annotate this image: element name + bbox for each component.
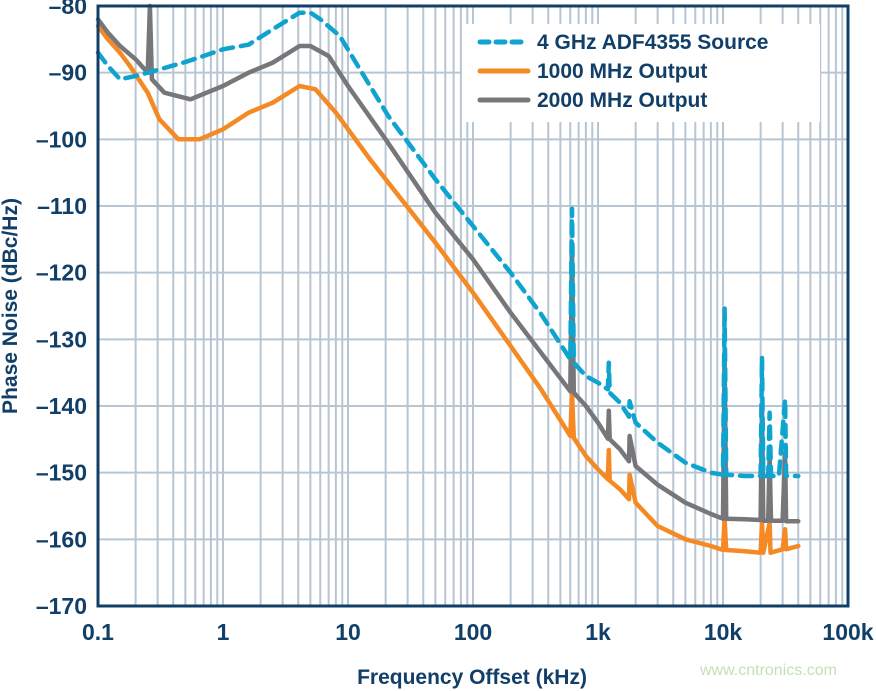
y-tick-label: –120 <box>36 260 87 286</box>
x-tick-label: 1k <box>585 619 611 645</box>
x-tick-label: 0.1 <box>82 619 114 645</box>
y-tick-label: –100 <box>36 126 87 152</box>
series-line-1 <box>95 23 801 555</box>
y-tick-label: –150 <box>36 460 87 486</box>
y-tick-label: –130 <box>36 326 87 352</box>
x-tick-label: 1 <box>217 619 230 645</box>
plot-frame <box>96 4 850 608</box>
watermark: www.cntronics.com <box>700 662 837 679</box>
y-axis-title: Phase Noise (dBc/Hz) <box>0 198 22 414</box>
x-tick-label: 10k <box>704 619 743 645</box>
y-tick-label: –110 <box>37 193 87 219</box>
legend-label-2000: 2000 MHz Output <box>537 89 707 112</box>
x-tick-label: 100 <box>454 619 492 645</box>
x-tick-label: 100k <box>822 619 873 645</box>
series-group <box>95 3 801 555</box>
legend: 4 GHz ADF4355 Source 1000 MHz Output 200… <box>462 24 820 122</box>
tick-labels: 0.1 1 10 100 1k 10k 100k –80 –90 –100 –110 –120 –130… <box>36 0 874 645</box>
legend-label-1000: 1000 MHz Output <box>537 60 707 83</box>
x-axis-title: Frequency Offset (kHz) <box>357 666 587 689</box>
y-tick-label: –170 <box>36 593 87 619</box>
x-tick-label: 10 <box>335 619 361 645</box>
y-tick-label: –160 <box>36 526 87 552</box>
legend-label-source: 4 GHz ADF4355 Source <box>537 31 768 54</box>
y-tick-label: –80 <box>49 0 87 19</box>
series-line-0 <box>95 10 801 479</box>
y-tick-label: –90 <box>49 60 87 86</box>
y-tick-label: –140 <box>36 393 87 419</box>
